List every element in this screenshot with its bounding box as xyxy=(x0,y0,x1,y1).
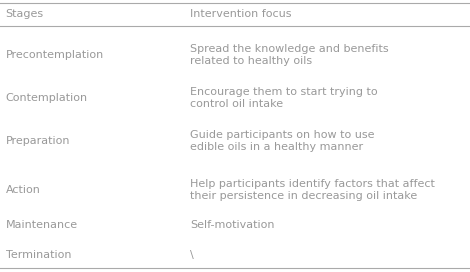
Text: Preparation: Preparation xyxy=(6,136,70,146)
Text: Contemplation: Contemplation xyxy=(6,93,88,103)
Text: Guide participants on how to use
edible oils in a healthy manner: Guide participants on how to use edible … xyxy=(190,129,375,152)
Text: Precontemplation: Precontemplation xyxy=(6,50,104,60)
Text: \: \ xyxy=(190,250,194,260)
Text: Intervention focus: Intervention focus xyxy=(190,9,292,19)
Text: Spread the knowledge and benefits
related to healthy oils: Spread the knowledge and benefits relate… xyxy=(190,44,389,66)
Text: Action: Action xyxy=(6,185,40,195)
Text: Self-motivation: Self-motivation xyxy=(190,220,275,230)
Text: Termination: Termination xyxy=(6,250,71,260)
Text: Help participants identify factors that affect
their persistence in decreasing o: Help participants identify factors that … xyxy=(190,179,435,201)
Text: Stages: Stages xyxy=(6,9,44,19)
Text: Encourage them to start trying to
control oil intake: Encourage them to start trying to contro… xyxy=(190,86,378,109)
Text: Maintenance: Maintenance xyxy=(6,220,78,230)
